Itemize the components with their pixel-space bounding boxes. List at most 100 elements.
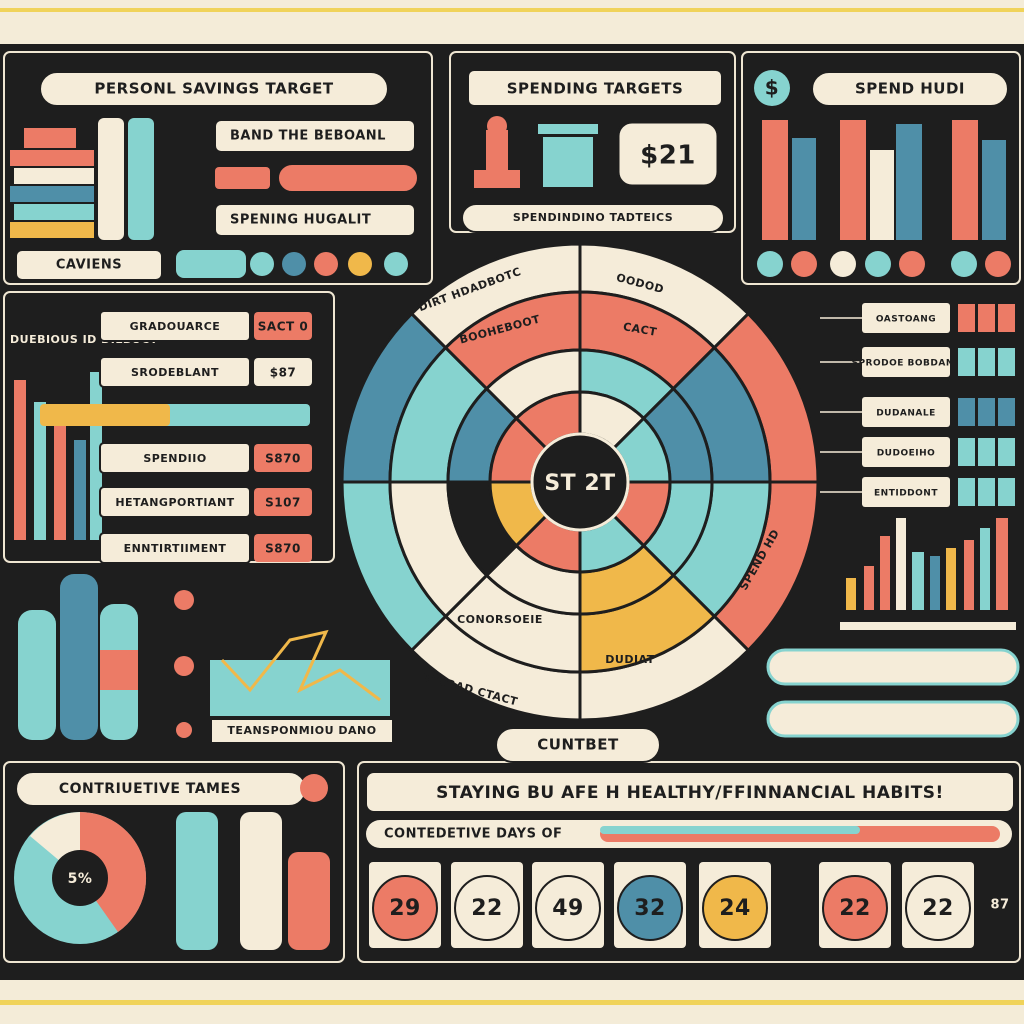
row-label: SPENDIIO	[143, 452, 206, 465]
decoration	[277, 163, 419, 193]
grid-cell	[998, 438, 1015, 466]
decoration: GRADOUARCE SACT 0 SRODEBLANT $87 SPENDIIO S87…	[99, 310, 312, 564]
chart-caption: TEANSPONMIOU DANO	[227, 724, 376, 737]
decoration	[830, 251, 856, 277]
row-value-box	[254, 312, 312, 340]
row-pill	[862, 477, 950, 507]
top-border	[0, 0, 1024, 44]
caption: SPENDINDINO TADTEICS	[513, 211, 673, 224]
decoration	[348, 252, 372, 276]
wheel-label: ST 2T	[544, 471, 615, 496]
decoration	[14, 380, 26, 540]
progress-fill	[600, 826, 860, 834]
decoration: 29 22 49 32 24 22 22	[369, 862, 974, 948]
item-label: BAND THE BEBOANL	[230, 129, 386, 144]
decoration	[840, 622, 1016, 630]
decoration	[982, 140, 1006, 240]
decoration	[10, 186, 94, 202]
dollar-badge	[754, 70, 790, 106]
bottom-stripe	[0, 1000, 1024, 1005]
extra-label: 87	[990, 898, 1009, 913]
decoration	[176, 812, 218, 950]
row-value: SACT 0	[258, 320, 308, 334]
decoration	[98, 118, 124, 240]
decoration	[792, 138, 816, 240]
grid-cell	[978, 398, 995, 426]
wheel-caption: CUNTBET	[537, 736, 619, 754]
row-pill	[862, 347, 950, 377]
decoration	[215, 167, 270, 189]
decoration: OASTOANG SPRODOE BOBDANE DUDANALE DUDOEIHO E…	[820, 303, 1015, 507]
rating-bar	[766, 648, 1020, 686]
decoration	[80, 811, 147, 932]
day-circle	[535, 875, 601, 941]
row-value: S107	[265, 496, 301, 510]
decoration	[541, 135, 595, 189]
row-label: DUDOEIHO	[877, 449, 936, 459]
day-circle	[617, 875, 683, 941]
decoration	[474, 170, 520, 188]
donut-label: 5%	[68, 871, 93, 887]
panel-label: CAVIENS	[56, 258, 122, 273]
decoration	[10, 150, 94, 166]
decoration	[40, 404, 170, 426]
decoration	[846, 578, 856, 610]
decoration	[952, 120, 978, 240]
decoration	[791, 251, 817, 277]
book-stack	[10, 118, 154, 240]
day-number: 22	[839, 896, 871, 921]
grid-cell	[998, 348, 1015, 376]
grid-cell	[998, 398, 1015, 426]
decoration	[52, 850, 108, 906]
row-value-box	[254, 488, 312, 516]
row-label: ENTIDDONT	[874, 489, 938, 499]
decoration	[220, 629, 381, 702]
decor-bars	[14, 372, 310, 540]
row-label: SPRODOE BOBDANE	[851, 359, 960, 369]
label-pill	[15, 249, 163, 281]
grid-cell	[958, 348, 975, 376]
row-pill	[99, 356, 251, 388]
row-value: S870	[265, 542, 301, 556]
decoration	[174, 656, 194, 676]
item-pill	[214, 119, 416, 153]
panel	[3, 761, 345, 963]
grid-cell	[978, 304, 995, 332]
donut	[14, 811, 147, 944]
item-pill	[214, 203, 416, 237]
wheel-center	[530, 432, 630, 532]
decoration	[174, 590, 194, 610]
rating-bar	[766, 700, 1020, 738]
day-circle	[454, 875, 520, 941]
row-pill	[99, 310, 251, 342]
decoration	[384, 252, 408, 276]
row-label: HETANGPORTIANT	[115, 496, 234, 509]
icons	[474, 116, 598, 189]
day-number: 22	[922, 896, 954, 921]
decoration	[14, 204, 94, 220]
price-tag	[616, 120, 720, 188]
icon-row	[176, 250, 408, 278]
grid-cell	[978, 348, 995, 376]
decoration	[896, 518, 906, 610]
day-number: 49	[552, 896, 584, 921]
decoration	[946, 548, 956, 610]
panel-title: SPEND HUDI	[855, 80, 965, 98]
title-pill	[467, 69, 723, 107]
decoration	[912, 552, 924, 610]
grid-cell	[978, 438, 995, 466]
row-value: $87	[270, 366, 297, 380]
icon	[300, 774, 328, 802]
decoration	[486, 130, 508, 170]
title-pill	[39, 71, 389, 107]
decoration	[762, 120, 788, 240]
grid-cell	[958, 398, 975, 426]
dollar-icon: $	[765, 76, 779, 100]
decor-bars	[840, 518, 1016, 630]
decoration	[951, 251, 977, 277]
decoration	[996, 518, 1008, 610]
grid-cell	[998, 304, 1015, 332]
top-stripe	[0, 8, 1024, 12]
title-pill	[365, 771, 1015, 813]
decor-bars	[762, 120, 1006, 240]
